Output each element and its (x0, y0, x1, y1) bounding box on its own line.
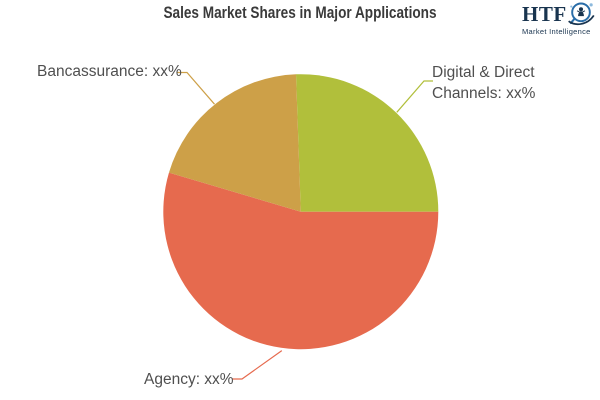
logo-text: HTF (522, 2, 567, 26)
leader-line-digital-direct (396, 80, 433, 113)
magnifier-person-icon (567, 2, 595, 26)
pie-slice-bancassurance (168, 74, 301, 212)
callout-agency: Agency: xx% (144, 371, 234, 388)
leader-line-bancassurance (177, 71, 215, 105)
logo-subtext: Market Intelligence (522, 27, 591, 36)
pie-slice-agency (163, 172, 439, 350)
chart-title: Sales Market Shares in Major Application… (163, 3, 437, 22)
callout-digital-direct: Digital & Direct Channels: xx% (432, 62, 535, 104)
leader-line-agency (232, 350, 283, 380)
htf-logo: HTF Market Intelligence (522, 2, 598, 36)
callout-digital-line2: Channels: xx% (432, 85, 536, 102)
callout-bancassurance: Bancassurance: xx% (37, 63, 182, 80)
pie-slice-digital-direct-channels (296, 74, 439, 212)
callout-digital-line1: Digital & Direct (432, 64, 535, 81)
